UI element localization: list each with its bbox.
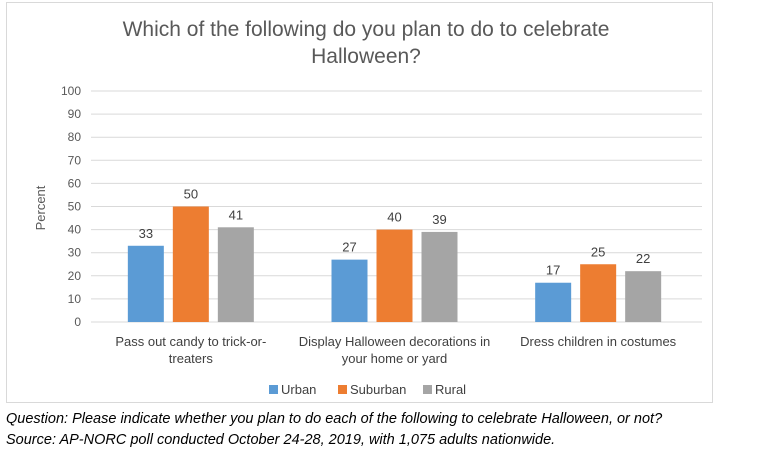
y-tick-40: 40 xyxy=(68,223,82,237)
chart-title-line-2: Halloween? xyxy=(311,45,421,68)
y-tick-20: 20 xyxy=(68,269,82,283)
data-label-urban-3: 17 xyxy=(546,263,560,278)
category-label-2-line-2: your home or yard xyxy=(342,351,448,366)
y-tick-10: 10 xyxy=(68,292,82,306)
data-label-suburban-2: 40 xyxy=(387,210,401,225)
bar-suburban-3 xyxy=(580,264,617,322)
legend-swatch-rural xyxy=(423,385,432,394)
source-note: Source: AP-NORC poll conducted October 2… xyxy=(6,432,556,448)
data-label-rural-1: 41 xyxy=(229,207,243,222)
bar-suburban-2 xyxy=(376,229,413,322)
data-label-suburban-3: 25 xyxy=(591,244,605,259)
y-tick-70: 70 xyxy=(68,153,82,167)
data-label-rural-2: 39 xyxy=(432,212,446,227)
bar-urban-1 xyxy=(127,245,164,322)
bar-urban-3 xyxy=(535,282,572,322)
data-label-suburban-1: 50 xyxy=(184,187,198,202)
chart-title-line-1: Which of the following do you plan to do… xyxy=(123,18,610,41)
data-label-rural-3: 22 xyxy=(636,251,650,266)
bar-urban-2 xyxy=(331,259,368,322)
question-note: Question: Please indicate whether you pl… xyxy=(6,411,663,427)
category-label-3-line-1: Dress children in costumes xyxy=(520,334,677,349)
legend-label-urban: Urban xyxy=(281,382,316,397)
legend-swatch-suburban xyxy=(338,385,347,394)
legend-swatch-urban xyxy=(269,385,278,394)
y-tick-60: 60 xyxy=(68,176,82,190)
y-tick-30: 30 xyxy=(68,246,82,260)
y-tick-90: 90 xyxy=(68,107,82,121)
category-label-2-line-1: Display Halloween decorations in xyxy=(299,334,491,349)
legend-label-suburban: Suburban xyxy=(350,382,406,397)
chart-area: Which of the following do you plan to do… xyxy=(6,2,713,403)
y-tick-80: 80 xyxy=(68,130,82,144)
y-tick-0: 0 xyxy=(74,315,81,329)
y-axis-label: Percent xyxy=(33,185,48,230)
y-tick-100: 100 xyxy=(61,84,81,98)
data-label-urban-1: 33 xyxy=(139,226,153,241)
bar-chart: Which of the following do you plan to do… xyxy=(33,18,702,397)
category-label-1-line-1: Pass out candy to trick-or- xyxy=(115,334,266,349)
bar-rural-3 xyxy=(625,271,662,322)
category-label-1-line-2: treaters xyxy=(169,351,214,366)
bar-suburban-1 xyxy=(172,206,209,322)
data-label-urban-2: 27 xyxy=(342,240,356,255)
legend-label-rural: Rural xyxy=(435,382,466,397)
y-tick-50: 50 xyxy=(68,200,82,214)
bar-rural-2 xyxy=(421,231,458,322)
bar-rural-1 xyxy=(217,227,254,322)
